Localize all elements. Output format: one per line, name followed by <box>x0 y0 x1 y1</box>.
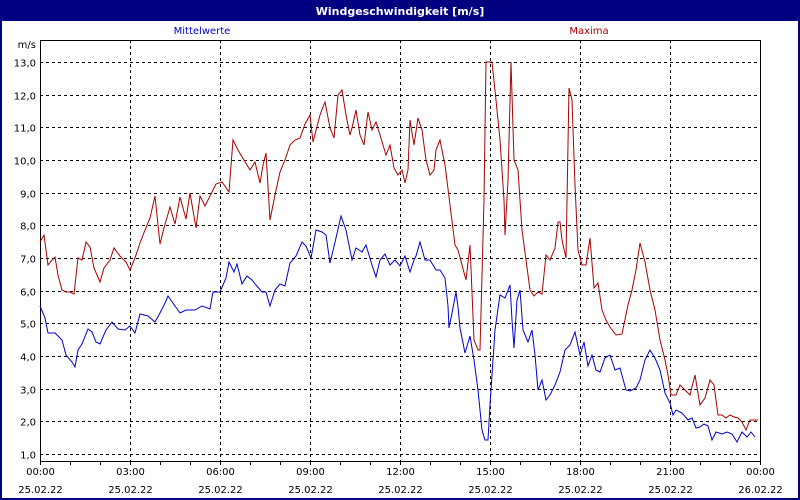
y-axis-unit: m/s <box>18 40 36 51</box>
y-tick-label: 1,0 <box>20 451 36 462</box>
y-tick-label: 2,0 <box>20 418 36 429</box>
y-tick-label: 6,0 <box>20 288 36 299</box>
x-tick-time: 00:00 <box>746 467 775 478</box>
x-tick-date: 25.02.22 <box>108 485 153 496</box>
x-tick-time: 06:00 <box>206 467 235 478</box>
x-tick-date: 25.02.22 <box>378 485 423 496</box>
x-tick-time: 00:00 <box>26 467 55 478</box>
y-tick-label: 3,0 <box>20 386 36 397</box>
y-tick-label: 7,0 <box>20 255 36 266</box>
x-tick-date: 25.02.22 <box>288 485 333 496</box>
x-tick-date: 25.02.22 <box>558 485 603 496</box>
y-tick-label: 5,0 <box>20 320 36 331</box>
series-mittelwerte-line <box>39 214 756 444</box>
x-tick-date: 25.02.22 <box>18 485 63 496</box>
legend-max: Maxima <box>569 26 609 37</box>
y-tick-label: 9,0 <box>20 190 36 201</box>
x-tick-time: 03:00 <box>116 467 145 478</box>
y-tick-label: 12,0 <box>14 92 36 103</box>
window-title: Windgeschwindigkeit [m/s] <box>2 2 798 21</box>
x-tick-time: 18:00 <box>566 467 595 478</box>
legend-mean: Mittelwerte <box>173 26 231 37</box>
y-tick-label: 10,0 <box>14 157 36 168</box>
series-maxima-line <box>39 61 758 432</box>
x-tick-date: 26.02.22 <box>738 485 783 496</box>
y-tick-label: 13,0 <box>14 59 36 70</box>
x-tick-time: 21:00 <box>656 467 685 478</box>
y-tick-label: 11,0 <box>14 124 36 135</box>
x-tick-time: 12:00 <box>386 467 415 478</box>
x-tick-date: 25.02.22 <box>198 485 243 496</box>
x-tick-date: 25.02.22 <box>648 485 693 496</box>
plot-frame <box>40 40 761 462</box>
y-tick-label: 8,0 <box>20 222 36 233</box>
y-tick-label: 4,0 <box>20 353 36 364</box>
x-tick-time: 09:00 <box>296 467 325 478</box>
x-tick-date: 25.02.22 <box>468 485 513 496</box>
x-tick-time: 15:00 <box>476 467 505 478</box>
